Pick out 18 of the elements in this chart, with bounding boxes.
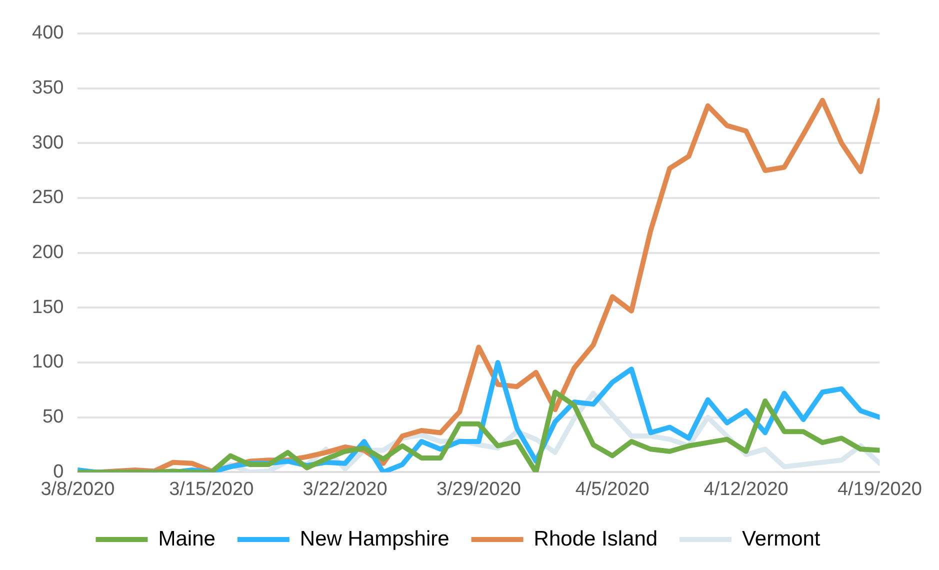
x-tick-label: 4/19/2020 (837, 478, 922, 500)
x-tick-label: 3/29/2020 (436, 478, 521, 500)
y-tick-label: 100 (32, 352, 64, 373)
legend-label: Maine (158, 527, 216, 550)
x-tick-label: 4/5/2020 (575, 478, 650, 500)
y-tick-label: 300 (32, 132, 64, 154)
x-tick-label: 3/22/2020 (302, 478, 388, 500)
legend-label: Rhode Island (534, 527, 658, 550)
y-tick-label: 50 (42, 406, 64, 428)
y-tick-label: 400 (32, 22, 64, 44)
x-tick-label: 3/15/2020 (169, 478, 254, 500)
y-tick-label: 150 (32, 296, 64, 318)
legend-label: New Hampshire (300, 527, 450, 550)
legend-label: Vermont (742, 527, 820, 550)
y-tick-label: 250 (32, 187, 64, 208)
x-tick-label: 4/12/2020 (704, 478, 788, 500)
y-tick-label: 200 (32, 242, 64, 264)
y-tick-label: 350 (32, 77, 64, 98)
